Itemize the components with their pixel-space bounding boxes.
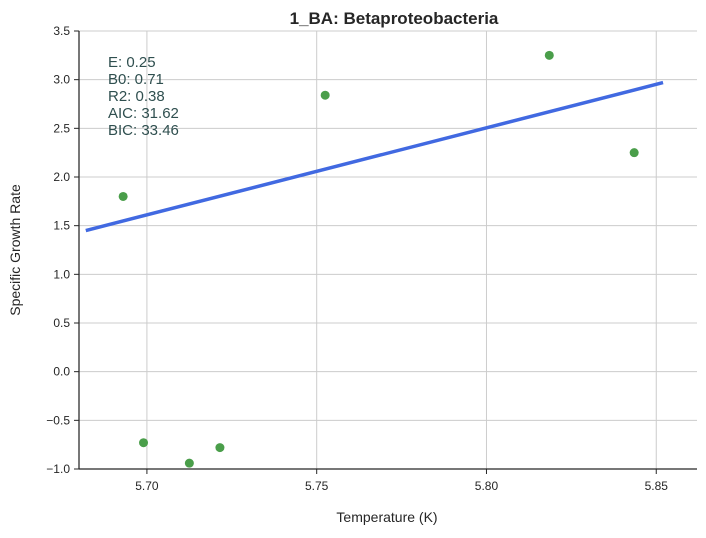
data-point [544, 50, 554, 60]
data-point [184, 458, 194, 468]
data-point [139, 438, 149, 448]
y-tick-label: 1.0 [53, 267, 70, 281]
y-tick-label: 3.5 [53, 24, 70, 38]
y-tick-label: 1.5 [53, 219, 70, 233]
y-tick-label: 2.5 [53, 121, 70, 135]
annotation-line: AIC: 31.62 [108, 105, 179, 122]
annotation-line: B0: 0.71 [108, 71, 164, 88]
x-axis-label: Temperature (K) [336, 509, 437, 525]
y-tick-label: 3.0 [53, 73, 70, 87]
y-tick-label: 2.0 [53, 170, 70, 184]
data-point [320, 90, 330, 100]
y-tick-label: 0.5 [53, 316, 70, 330]
y-axis-label: Specific Growth Rate [7, 184, 23, 316]
x-tick-label: 5.70 [135, 479, 159, 493]
chart-title: 1_BA: Betaproteobacteria [290, 9, 499, 28]
y-tick-label: −0.5 [46, 413, 70, 427]
data-point [118, 191, 128, 201]
grid-layer [79, 30, 697, 470]
axes-spines [78, 31, 697, 470]
tick-layer: −1.0 −0.5 0.0 0.5 1.0 1.5 2.0 2.5 3.0 3.5 5.70 5.75… [46, 24, 668, 493]
data-point [215, 443, 225, 453]
annotation-line: R2: 0.38 [108, 88, 165, 105]
annotation-line: BIC: 33.46 [108, 122, 179, 139]
x-tick-label: 5.85 [645, 479, 669, 493]
x-tick-label: 5.80 [475, 479, 499, 493]
data-point [629, 148, 639, 158]
fit-line-layer [85, 80, 664, 233]
fit-line [85, 80, 664, 233]
y-tick-label: 0.0 [53, 365, 70, 379]
y-tick-label: −1.0 [46, 462, 70, 476]
points-layer [118, 50, 639, 468]
x-tick-label: 5.75 [305, 479, 329, 493]
annotation-line: E: 0.25 [108, 54, 156, 71]
